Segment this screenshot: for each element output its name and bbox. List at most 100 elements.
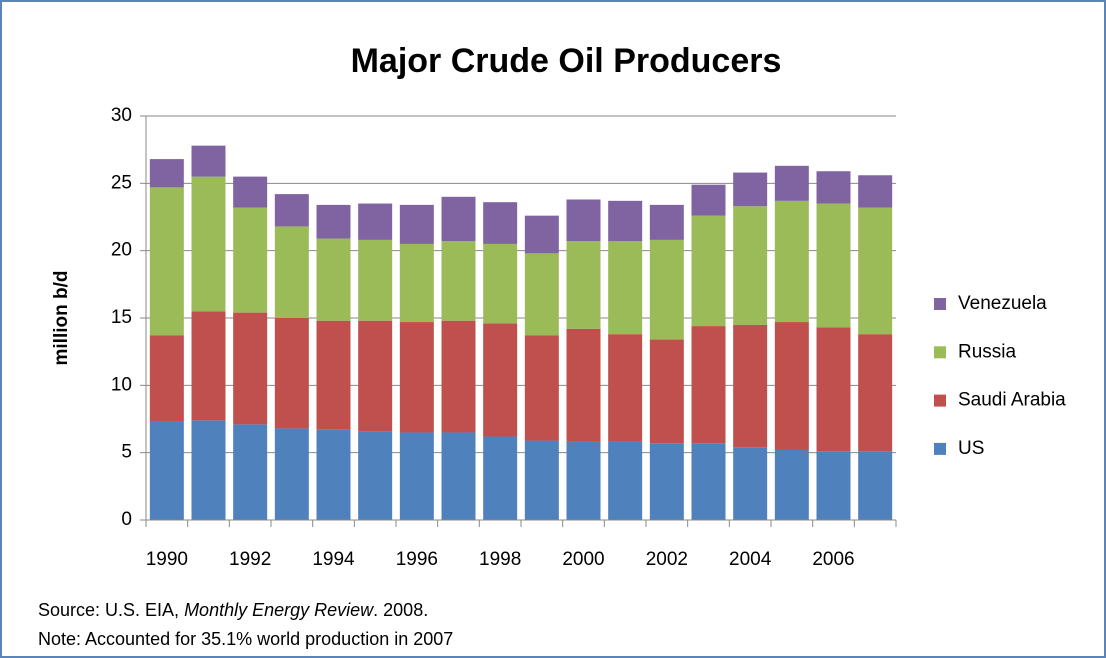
- bar-segment: [233, 176, 268, 208]
- bar-segment: [149, 335, 184, 422]
- bar-segment: [358, 320, 393, 432]
- x-tick-label: 1992: [229, 549, 271, 570]
- bar-segment: [358, 431, 393, 520]
- source-title: Monthly Energy Review: [184, 600, 374, 620]
- bar-segment: [483, 436, 518, 520]
- bar-segment: [274, 226, 309, 318]
- bar-segment: [733, 324, 768, 448]
- legend-swatch: [934, 298, 946, 310]
- legend-label: Russia: [958, 341, 1017, 362]
- y-tick-label: 20: [111, 240, 132, 261]
- bar-segment: [774, 165, 809, 201]
- bar-segment: [191, 311, 226, 421]
- y-tick-label: 30: [111, 105, 132, 126]
- bar-segment: [524, 440, 559, 520]
- bar-segment: [316, 320, 351, 430]
- legend-swatch: [934, 442, 946, 455]
- bar-segment: [191, 176, 226, 312]
- bar-segment: [649, 339, 684, 444]
- bar-segment: [441, 320, 476, 433]
- bar-segment: [524, 335, 559, 441]
- y-axis-label: million b/d: [51, 271, 72, 366]
- bar-segment: [274, 318, 309, 429]
- bar-segment: [774, 449, 809, 520]
- bar-segment: [149, 421, 184, 520]
- bar-segment: [191, 420, 226, 520]
- bar-segment: [149, 187, 184, 336]
- bar-segment: [233, 312, 268, 425]
- bar-segment: [316, 429, 351, 520]
- source-text: Source: U.S. EIA,: [38, 600, 184, 620]
- bar-segment: [858, 451, 893, 520]
- bar-segment: [608, 200, 643, 242]
- bar-segment: [191, 145, 226, 177]
- bar-segment: [441, 432, 476, 520]
- legend-swatch: [934, 346, 946, 359]
- x-tick-label: 2004: [729, 549, 772, 570]
- bar-segment: [649, 443, 684, 520]
- x-tick-label: 2002: [646, 549, 688, 570]
- bar-segment: [691, 326, 726, 444]
- bar-segment: [233, 207, 268, 313]
- bar-segment: [274, 428, 309, 520]
- bar-segment: [691, 443, 726, 520]
- bar-segment: [733, 447, 768, 520]
- x-tick-label: 1994: [312, 549, 355, 570]
- bar-segment: [608, 441, 643, 520]
- bar-segment: [524, 253, 559, 336]
- bar-segment: [733, 206, 768, 325]
- y-tick-label: 10: [111, 374, 132, 395]
- bar-segment: [399, 432, 434, 520]
- x-tick-label: 2006: [812, 549, 854, 570]
- bar-segment: [483, 202, 518, 244]
- bar-segment: [274, 194, 309, 227]
- source: Source: U.S. EIA, Monthly Energy Review.…: [38, 600, 428, 620]
- y-tick-label: 5: [121, 442, 132, 463]
- bar-segment: [483, 243, 518, 324]
- source-text: . 2008.: [373, 600, 428, 620]
- bar-segment: [149, 159, 184, 188]
- y-tick-label: 15: [111, 307, 132, 328]
- bar-segment: [858, 334, 893, 452]
- bar-segment: [316, 238, 351, 321]
- bar-segment: [441, 241, 476, 321]
- y-tick-label: 0: [121, 509, 132, 530]
- bar-segment: [774, 322, 809, 450]
- bar-segment: [816, 203, 851, 328]
- legend-label: US: [958, 438, 984, 459]
- legend-label: Saudi Arabia: [958, 390, 1066, 411]
- chart-title: Major Crude Oil Producers: [351, 42, 782, 80]
- bar-segment: [441, 196, 476, 242]
- bar-segment: [566, 441, 601, 520]
- bar-segment: [816, 451, 851, 520]
- bar-segment: [608, 241, 643, 335]
- bar-segment: [691, 184, 726, 216]
- x-tick-label: 1998: [479, 549, 521, 570]
- legend-label: Venezuela: [958, 293, 1047, 314]
- bar-segment: [858, 207, 893, 335]
- bar-segment: [399, 322, 434, 433]
- bar-segment: [566, 328, 601, 442]
- bar-segment: [483, 323, 518, 437]
- legend-swatch: [934, 394, 946, 407]
- bar-segment: [233, 424, 268, 520]
- y-tick-label: 25: [111, 172, 132, 193]
- x-tick-label: 1990: [146, 549, 188, 570]
- bar-segment: [358, 203, 393, 240]
- bar-segment: [524, 215, 559, 254]
- bar-segment: [358, 239, 393, 321]
- bar-segment: [399, 243, 434, 323]
- bar-segment: [816, 327, 851, 452]
- x-tick-label: 2000: [562, 549, 604, 570]
- bar-segment: [691, 215, 726, 327]
- note: Note: Accounted for 35.1% world producti…: [38, 629, 453, 649]
- bar-segment: [566, 241, 601, 329]
- bar-segment: [816, 171, 851, 204]
- bar-segment: [399, 204, 434, 244]
- bar-segment: [733, 172, 768, 207]
- bar-segment: [566, 199, 601, 242]
- bar-segment: [774, 200, 809, 323]
- bar-segment: [649, 204, 684, 240]
- bar-segment: [316, 204, 351, 239]
